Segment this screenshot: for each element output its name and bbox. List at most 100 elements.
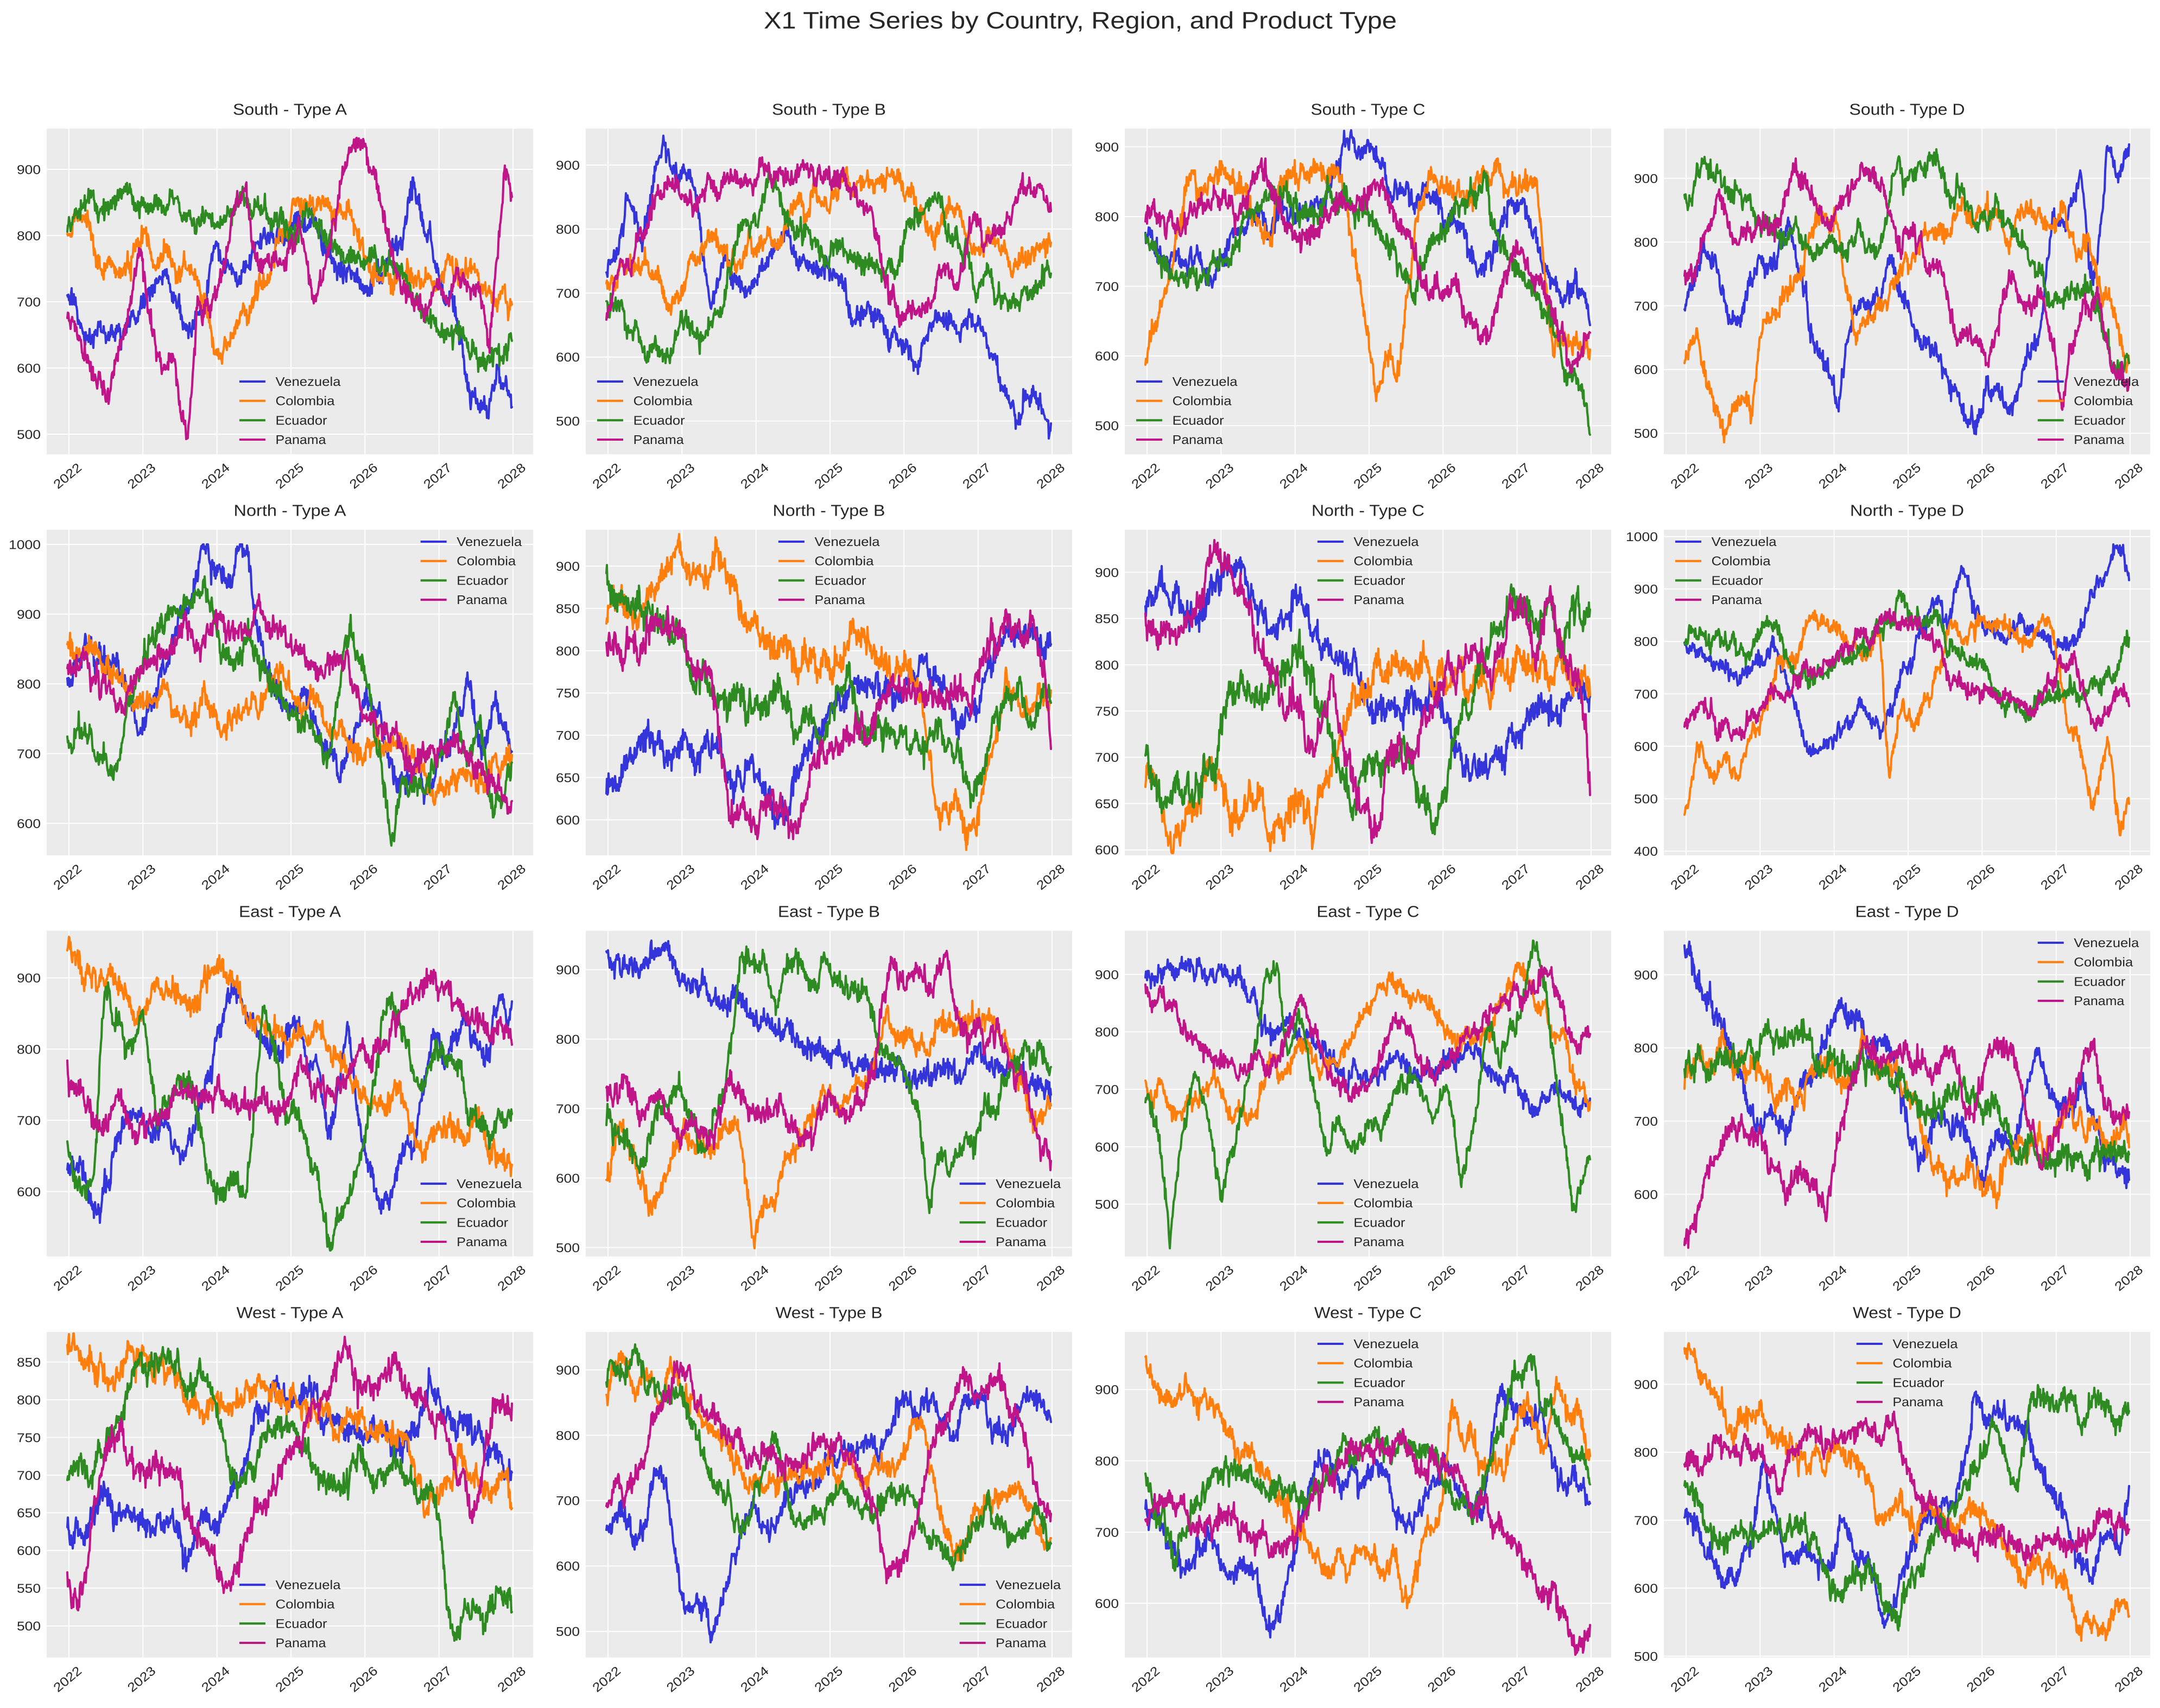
svg-text:Venezuela: Venezuela [815, 535, 880, 549]
svg-text:West - Type B: West - Type B [776, 1305, 883, 1322]
svg-text:700: 700 [17, 1114, 41, 1128]
svg-text:Colombia: Colombia [1712, 554, 1771, 568]
svg-text:Venezuela: Venezuela [634, 374, 699, 389]
svg-text:800: 800 [1095, 209, 1119, 224]
svg-text:700: 700 [556, 1102, 580, 1116]
svg-text:500: 500 [17, 427, 41, 441]
svg-text:900: 900 [556, 963, 580, 977]
svg-text:850: 850 [1095, 612, 1119, 626]
svg-text:Panama: Panama [996, 1235, 1046, 1249]
svg-text:600: 600 [1095, 1597, 1119, 1611]
svg-text:800: 800 [556, 644, 580, 658]
svg-text:900: 900 [1634, 172, 1658, 186]
svg-text:850: 850 [17, 1355, 41, 1369]
svg-text:500: 500 [1634, 1649, 1658, 1663]
svg-text:800: 800 [17, 1393, 41, 1407]
svg-text:West - Type D: West - Type D [1853, 1305, 1961, 1322]
svg-text:Ecuador: Ecuador [1712, 573, 1763, 587]
svg-text:Ecuador: Ecuador [2074, 413, 2125, 427]
svg-text:Panama: Panama [1354, 1395, 1404, 1409]
svg-text:700: 700 [1634, 299, 1658, 313]
svg-text:Ecuador: Ecuador [1173, 413, 1224, 427]
svg-text:Ecuador: Ecuador [1354, 1215, 1405, 1229]
svg-text:700: 700 [1634, 1114, 1658, 1128]
svg-text:900: 900 [1095, 140, 1119, 154]
svg-text:500: 500 [17, 1619, 41, 1633]
svg-text:Venezuela: Venezuela [996, 1578, 1061, 1592]
svg-text:Colombia: Colombia [457, 1196, 516, 1210]
svg-text:West - Type A: West - Type A [237, 1305, 344, 1322]
svg-text:East - Type C: East - Type C [1317, 904, 1420, 921]
svg-text:600: 600 [556, 1559, 580, 1573]
svg-text:700: 700 [17, 295, 41, 309]
svg-text:South - Type C: South - Type C [1311, 101, 1426, 119]
svg-text:Venezuela: Venezuela [1173, 374, 1238, 389]
svg-text:Colombia: Colombia [996, 1597, 1055, 1611]
svg-text:550: 550 [17, 1582, 41, 1596]
svg-text:Panama: Panama [1893, 1395, 1943, 1409]
svg-text:800: 800 [556, 1428, 580, 1443]
svg-text:600: 600 [1095, 1140, 1119, 1154]
svg-text:Colombia: Colombia [1173, 394, 1232, 408]
svg-text:North - Type C: North - Type C [1312, 503, 1424, 520]
svg-text:800: 800 [1634, 1041, 1658, 1055]
svg-text:700: 700 [556, 286, 580, 300]
svg-text:Ecuador: Ecuador [1354, 573, 1405, 587]
svg-text:800: 800 [17, 228, 41, 243]
svg-text:Colombia: Colombia [1354, 554, 1413, 568]
svg-text:800: 800 [1095, 658, 1119, 672]
svg-text:Venezuela: Venezuela [1354, 1337, 1419, 1351]
svg-text:Venezuela: Venezuela [1354, 535, 1419, 549]
svg-text:800: 800 [556, 223, 580, 237]
svg-text:Ecuador: Ecuador [996, 1215, 1047, 1229]
svg-text:600: 600 [1634, 1582, 1658, 1596]
svg-text:Panama: Panama [1354, 1235, 1404, 1249]
svg-text:1000: 1000 [9, 537, 41, 551]
svg-text:Venezuela: Venezuela [1354, 1177, 1419, 1191]
svg-text:500: 500 [1095, 1197, 1119, 1211]
svg-text:Venezuela: Venezuela [2074, 374, 2139, 389]
svg-text:600: 600 [1095, 843, 1119, 857]
svg-text:Ecuador: Ecuador [815, 573, 866, 587]
svg-text:800: 800 [17, 677, 41, 691]
svg-text:Colombia: Colombia [1354, 1196, 1413, 1210]
svg-text:North - Type A: North - Type A [234, 503, 347, 520]
svg-text:700: 700 [556, 728, 580, 742]
svg-text:Colombia: Colombia [457, 554, 516, 568]
svg-text:500: 500 [1095, 419, 1119, 433]
svg-text:Venezuela: Venezuela [1893, 1337, 1958, 1351]
svg-text:South - Type B: South - Type B [772, 101, 886, 119]
svg-text:Venezuela: Venezuela [457, 535, 522, 549]
svg-text:500: 500 [556, 1241, 580, 1255]
svg-text:Panama: Panama [634, 433, 684, 447]
svg-text:1000: 1000 [1626, 530, 1658, 544]
svg-text:650: 650 [556, 771, 580, 785]
svg-text:800: 800 [1634, 1445, 1658, 1459]
svg-text:X1 Time Series by Country, Reg: X1 Time Series by Country, Region, and P… [764, 8, 1397, 34]
svg-text:Ecuador: Ecuador [996, 1616, 1047, 1630]
svg-text:500: 500 [556, 414, 580, 428]
svg-text:East - Type D: East - Type D [1855, 904, 1959, 921]
svg-text:750: 750 [1095, 704, 1119, 719]
svg-text:800: 800 [556, 1032, 580, 1046]
svg-text:Colombia: Colombia [996, 1196, 1055, 1210]
svg-text:Panama: Panama [1712, 593, 1762, 607]
svg-text:600: 600 [17, 1544, 41, 1558]
svg-text:900: 900 [1095, 566, 1119, 580]
svg-text:900: 900 [17, 971, 41, 985]
svg-text:600: 600 [17, 816, 41, 830]
svg-text:900: 900 [556, 559, 580, 573]
svg-text:600: 600 [1095, 349, 1119, 363]
svg-text:900: 900 [1095, 1383, 1119, 1397]
svg-text:500: 500 [1634, 792, 1658, 806]
svg-text:700: 700 [1095, 1083, 1119, 1097]
svg-text:700: 700 [17, 1468, 41, 1482]
svg-text:700: 700 [556, 1494, 580, 1508]
svg-text:700: 700 [1095, 280, 1119, 294]
svg-text:Colombia: Colombia [276, 1597, 335, 1611]
svg-text:650: 650 [1095, 797, 1119, 811]
svg-text:800: 800 [1634, 235, 1658, 249]
svg-text:Venezuela: Venezuela [2074, 936, 2139, 950]
svg-text:West - Type C: West - Type C [1314, 1305, 1422, 1322]
svg-text:Venezuela: Venezuela [996, 1177, 1061, 1191]
